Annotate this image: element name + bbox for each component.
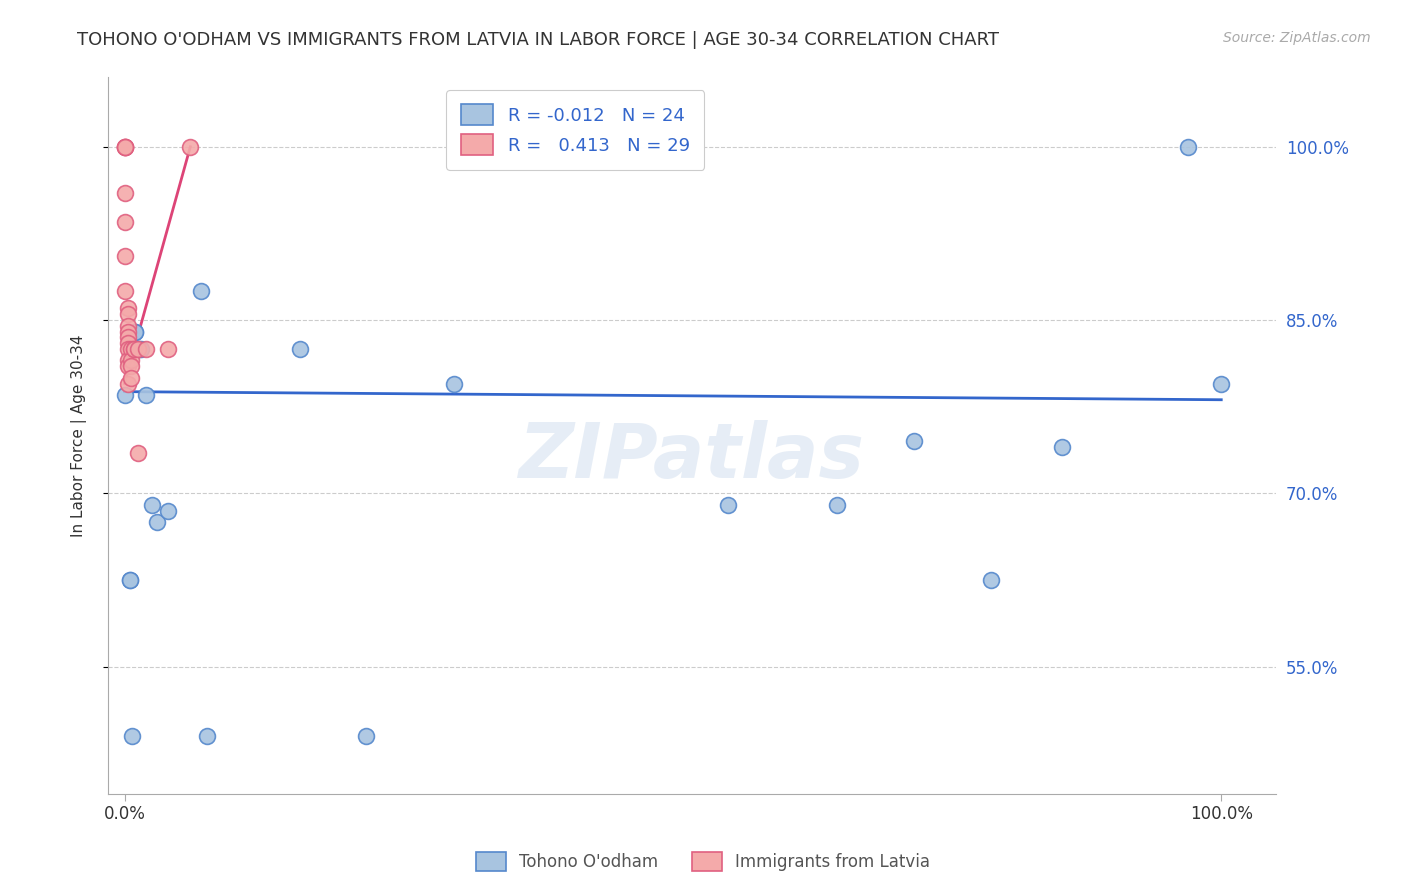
Point bbox=[1177, 140, 1199, 154]
Point bbox=[124, 342, 146, 356]
Point bbox=[1211, 376, 1233, 391]
Text: ZIPatlas: ZIPatlas bbox=[519, 420, 865, 494]
Point bbox=[114, 186, 136, 200]
Point bbox=[114, 140, 136, 154]
Point bbox=[118, 573, 141, 587]
Point bbox=[827, 498, 849, 512]
Point bbox=[124, 342, 146, 356]
Point bbox=[117, 359, 139, 374]
Point bbox=[117, 318, 139, 333]
Point bbox=[141, 498, 163, 512]
Point bbox=[114, 140, 136, 154]
Point bbox=[114, 250, 136, 264]
Point bbox=[146, 515, 169, 529]
Point bbox=[190, 284, 212, 298]
Point bbox=[117, 325, 139, 339]
Point bbox=[135, 342, 157, 356]
Point bbox=[114, 140, 136, 154]
Point bbox=[121, 729, 143, 743]
Point bbox=[135, 388, 157, 402]
Point bbox=[117, 342, 139, 356]
Point bbox=[117, 301, 139, 316]
Point bbox=[117, 353, 139, 368]
Point bbox=[354, 729, 377, 743]
Point bbox=[124, 325, 146, 339]
Point bbox=[117, 336, 139, 351]
Text: Source: ZipAtlas.com: Source: ZipAtlas.com bbox=[1223, 31, 1371, 45]
Point bbox=[114, 388, 136, 402]
Point bbox=[117, 376, 139, 391]
Point bbox=[120, 353, 142, 368]
Point bbox=[120, 371, 142, 385]
Legend: Tohono O'odham, Immigrants from Latvia: Tohono O'odham, Immigrants from Latvia bbox=[468, 843, 938, 880]
Point bbox=[195, 729, 218, 743]
Point bbox=[980, 573, 1002, 587]
Point bbox=[288, 342, 311, 356]
Y-axis label: In Labor Force | Age 30-34: In Labor Force | Age 30-34 bbox=[72, 334, 87, 537]
Point bbox=[127, 446, 149, 460]
Point bbox=[129, 342, 152, 356]
Point bbox=[117, 307, 139, 321]
Text: TOHONO O'ODHAM VS IMMIGRANTS FROM LATVIA IN LABOR FORCE | AGE 30-34 CORRELATION : TOHONO O'ODHAM VS IMMIGRANTS FROM LATVIA… bbox=[77, 31, 1000, 49]
Point bbox=[179, 140, 201, 154]
Point bbox=[124, 325, 146, 339]
Point bbox=[1052, 440, 1074, 454]
Point bbox=[717, 498, 740, 512]
Point bbox=[128, 342, 150, 356]
Point bbox=[120, 359, 142, 374]
Point bbox=[903, 434, 925, 449]
Point bbox=[114, 140, 136, 154]
Point bbox=[117, 330, 139, 344]
Point bbox=[114, 215, 136, 229]
Point bbox=[127, 342, 149, 356]
Point bbox=[118, 573, 141, 587]
Point bbox=[443, 376, 465, 391]
Legend: R = -0.012   N = 24, R =   0.413   N = 29: R = -0.012 N = 24, R = 0.413 N = 29 bbox=[446, 90, 704, 169]
Point bbox=[120, 342, 142, 356]
Point bbox=[114, 284, 136, 298]
Point bbox=[157, 503, 180, 517]
Point bbox=[157, 342, 180, 356]
